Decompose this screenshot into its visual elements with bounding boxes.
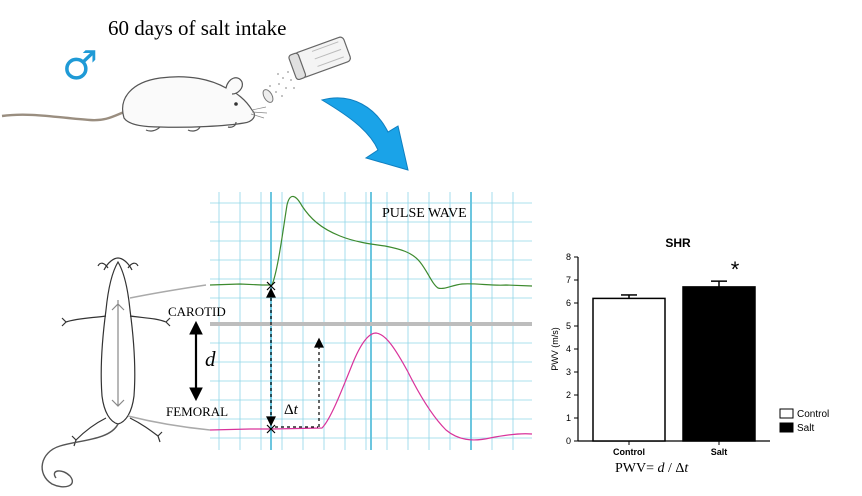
formula-den: t xyxy=(684,461,689,476)
pulse-wave-label: PULSE WAVE xyxy=(382,206,467,221)
channel-separator xyxy=(210,322,532,326)
male-symbol-icon: ♂ xyxy=(62,43,98,89)
carotid-wave xyxy=(209,195,533,290)
distance-arrow-icon xyxy=(189,320,203,402)
delay-var: t xyxy=(293,402,298,418)
salt-shaker-illustration xyxy=(262,36,351,103)
formula-prefix: PWV= xyxy=(615,461,658,476)
bar-salt xyxy=(682,286,756,442)
y-tick-label: 6 xyxy=(566,298,571,308)
formula-sep: / Δ xyxy=(664,461,685,476)
x-tick-label: Control xyxy=(613,447,645,457)
y-tick-label: 3 xyxy=(566,367,571,377)
rat-illustration xyxy=(41,257,211,488)
mouse-illustration xyxy=(1,76,268,132)
carotid-label: CAROTID xyxy=(168,304,226,319)
title-text: 60 days of salt intake xyxy=(108,16,287,40)
femoral-wave xyxy=(209,332,533,441)
chart-title: SHR xyxy=(665,236,691,250)
y-tick-label: 8 xyxy=(566,252,571,262)
legend-label: Salt xyxy=(797,423,814,434)
legend-swatch xyxy=(779,422,794,433)
y-tick-label: 4 xyxy=(566,344,571,354)
y-axis-label: PWV (m/s) xyxy=(550,327,560,371)
x-tick-label: Salt xyxy=(711,447,728,457)
curved-arrow-icon xyxy=(320,97,409,171)
y-tick-label: 7 xyxy=(566,275,571,285)
pwv-formula: PWV= d / Δt xyxy=(615,461,688,477)
y-tick-label: 2 xyxy=(566,390,571,400)
waveform-grid-major xyxy=(270,192,472,450)
significance-marker: * xyxy=(731,257,740,282)
formula-num: d xyxy=(657,461,665,476)
legend-label: Control xyxy=(797,409,829,420)
bar-control xyxy=(592,297,666,442)
delay-prefix: Δ xyxy=(284,402,294,418)
femoral-label: FEMORAL xyxy=(166,404,229,419)
y-tick-label: 0 xyxy=(566,436,571,446)
y-tick-label: 1 xyxy=(566,413,571,423)
legend-swatch xyxy=(779,408,794,419)
pwv-bar-chart: SHR PWV (m/s) 0 1 2 3 4 5 6 7 8 Control Salt * Control… xyxy=(550,236,829,457)
distance-label: d xyxy=(205,347,216,371)
y-tick-label: 5 xyxy=(566,321,571,331)
measurement-markers xyxy=(266,281,324,434)
delay-label: Δt xyxy=(284,402,298,419)
